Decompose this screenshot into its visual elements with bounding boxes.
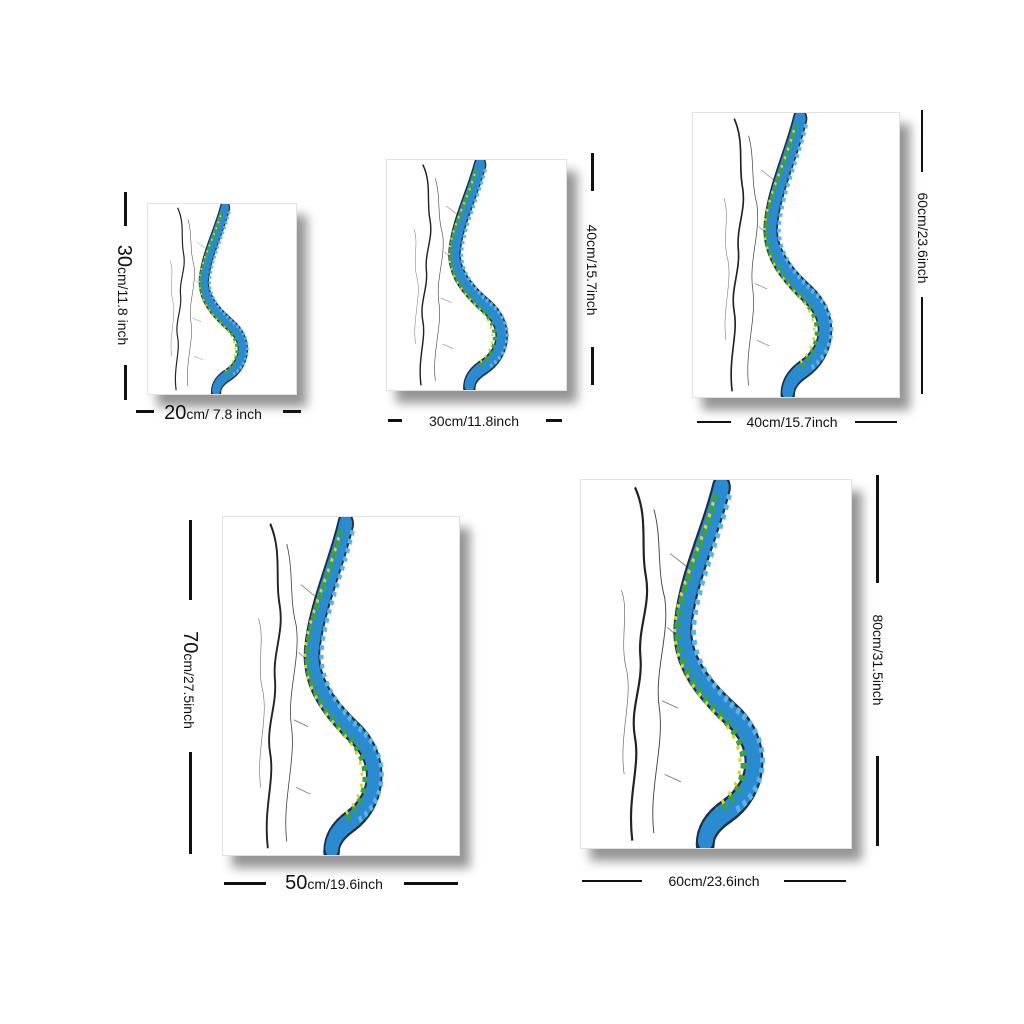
width-text: 60cm/23.6inch [668,873,760,889]
height-text: 80cm/31.5inch [870,614,886,706]
height-dimension-line [876,756,879,846]
height-number: 70 [179,631,201,654]
width-number: 20 [164,402,187,424]
spine-artwork [581,480,851,848]
width-label-50x70: 50cm/19.6inch [285,873,383,893]
height-number: 30 [113,244,135,267]
height-dimension-line [591,347,594,385]
spine-artwork [387,160,566,390]
height-unit: cm/27.5inch [181,653,197,729]
height-label-20x30: 30cm/11.8 inch [113,244,135,346]
canvas-print-30x40 [386,159,567,391]
width-dimension-line [855,421,897,423]
height-label-40x60: 60cm/23.6inch [915,192,931,284]
width-label-20x30: 20cm/ 7.8 inch [164,403,262,423]
height-unit: cm/11.8 inch [115,266,131,346]
width-unit: cm/19.6inch [307,876,383,892]
width-label-40x60: 40cm/15.7inch [746,415,837,429]
width-label-30x40: 30cm/11.8inch [429,414,519,428]
spine-artwork [693,113,899,397]
canvas-print-40x60 [692,112,900,398]
width-text: 40cm/15.7inch [746,414,838,430]
height-text: 60cm/23.6inch [915,192,931,284]
width-number: 50 [285,872,308,894]
canvas-print-50x70 [222,516,460,856]
width-dimension-line [582,880,642,882]
height-dimension-line [124,192,127,226]
width-label-60x80: 60cm/23.6inch [668,874,759,888]
width-dimension-line [136,410,154,413]
spine-artwork [148,204,296,394]
height-dimension-line [921,297,923,394]
width-dimension-line [697,421,731,423]
canvas-print-20x30 [147,203,297,395]
width-text: 30cm/11.8inch [428,413,520,429]
width-dimension-line [283,410,301,413]
height-dimension-line [591,153,594,191]
width-dimension-line [404,882,458,885]
height-label-30x40: 40cm/15.7inch [584,224,600,316]
width-unit: cm/ 7.8 inch [186,406,262,422]
width-dimension-line [224,882,266,885]
height-dimension-line [921,110,923,172]
canvas-print-60x80 [580,479,852,849]
width-dimension-line [784,880,846,882]
height-text: 40cm/15.7inch [584,224,600,316]
height-dimension-line [189,520,192,600]
spine-artwork [223,517,459,855]
height-label-60x80: 80cm/31.5inch [870,614,886,706]
height-label-50x70: 70cm/27.5inch [179,631,201,729]
height-dimension-line [124,365,127,400]
width-dimension-line [388,419,402,422]
height-dimension-line [189,752,192,854]
height-dimension-line [876,475,879,583]
width-dimension-line [546,419,562,422]
